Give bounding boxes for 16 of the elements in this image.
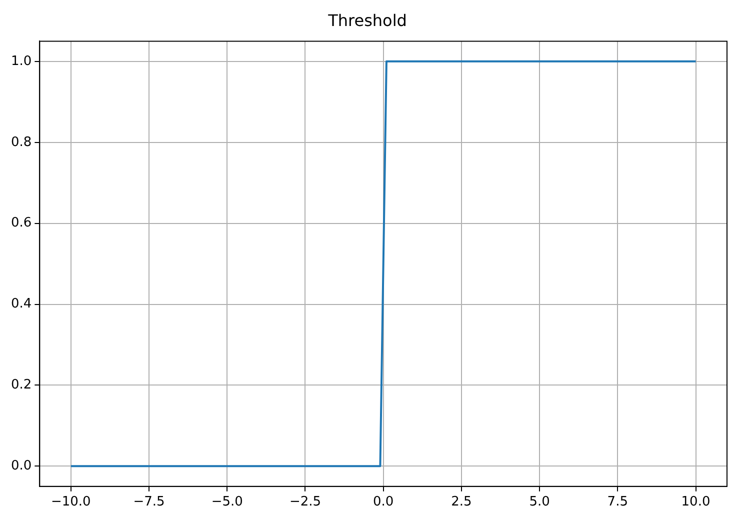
x-tick-label: −7.5: [133, 494, 165, 510]
chart-title: Threshold: [327, 10, 407, 30]
x-tick-label: 0.0: [372, 494, 394, 510]
y-tick-label: 0.0: [10, 458, 32, 474]
y-tick-label: 0.8: [10, 134, 32, 150]
y-tick-label: 0.2: [10, 378, 32, 393]
y-tick-label: 1.0: [10, 54, 32, 69]
x-tick-label: 2.5: [451, 494, 472, 510]
y-tick-label: 0.6: [10, 216, 32, 231]
x-tick-label: −2.5: [289, 494, 322, 510]
x-tick-label: −10.0: [50, 494, 91, 510]
x-tick-label: −5.0: [211, 494, 243, 510]
x-tick-label: 10.0: [681, 494, 710, 510]
x-tick-label: 7.5: [607, 494, 628, 510]
x-tick-label: 5.0: [529, 494, 550, 510]
y-tick-label: 0.4: [10, 296, 32, 312]
